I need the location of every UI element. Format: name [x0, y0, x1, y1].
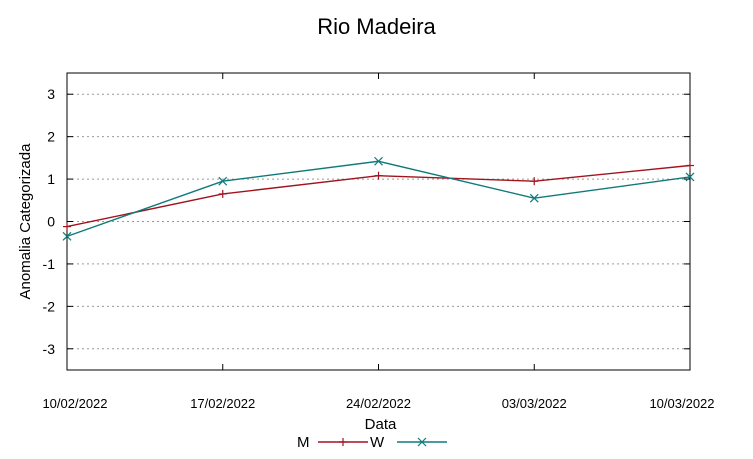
x-ticks: 10/02/2022 17/02/2022 24/02/2022 03/03/2022… [42, 73, 715, 411]
legend-label: M [297, 434, 310, 451]
x-tick-label: 10/03/2022 [649, 396, 714, 411]
y-tick-label: 2 [47, 129, 55, 145]
legend-label: W [370, 434, 385, 451]
y-axis-label: Anomalia Categorizada [17, 143, 34, 300]
data-point [417, 437, 427, 447]
data-point [218, 176, 228, 186]
legend-item-M: M [297, 434, 368, 451]
legend-item-W: W [370, 434, 447, 451]
data-point [529, 193, 539, 203]
data-point [374, 156, 383, 166]
data-point [62, 231, 72, 241]
y-tick-label: -2 [43, 298, 56, 314]
series-group [62, 156, 695, 241]
x-tick-label: 24/02/2022 [346, 396, 411, 411]
chart-title: Rio Madeira [317, 14, 436, 39]
y-tick-label: -3 [43, 341, 56, 357]
x-tick-label: 17/02/2022 [190, 396, 255, 411]
data-point [685, 172, 695, 182]
y-ticks: -3 -2 -1 0 1 2 3 [43, 86, 690, 357]
grid-lines [67, 93, 690, 350]
x-axis-label: Data [365, 416, 397, 433]
y-tick-label: 1 [47, 171, 55, 187]
series-W [62, 156, 695, 241]
y-tick-label: 3 [47, 86, 55, 102]
x-tick-label: 03/03/2022 [502, 396, 567, 411]
y-tick-label: -1 [43, 256, 56, 272]
x-tick-label: 10/02/2022 [42, 396, 107, 411]
y-tick-label: 0 [47, 214, 55, 230]
series-M [63, 161, 694, 231]
